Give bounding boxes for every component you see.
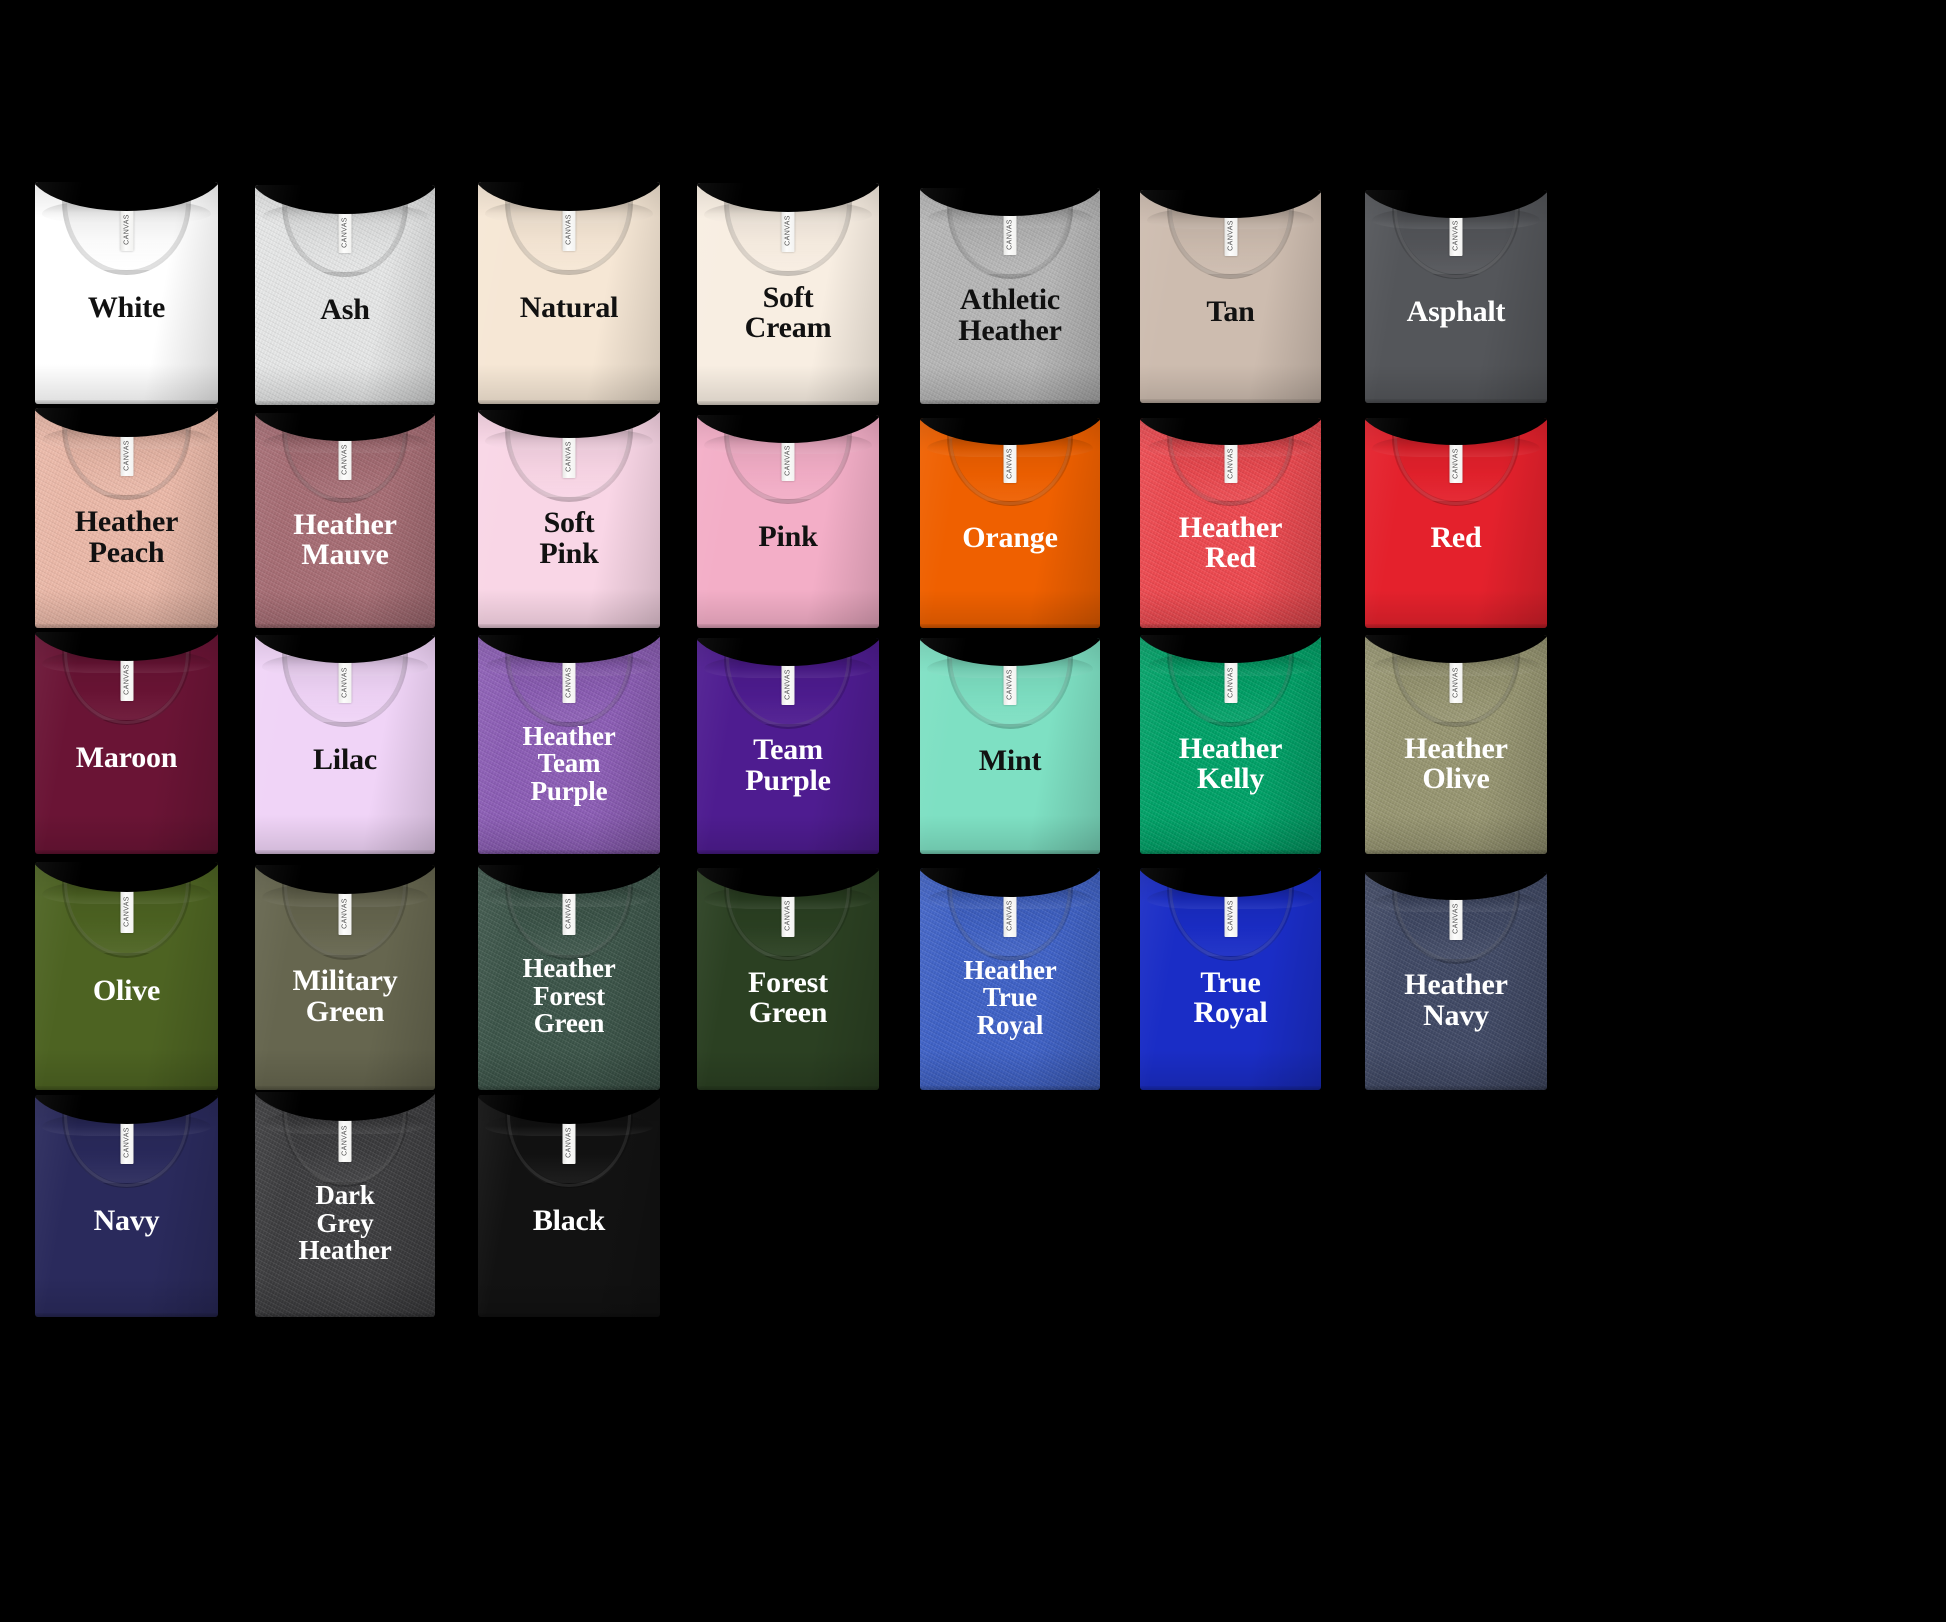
shirt-swatch-black[interactable]: CANVAS Black [478, 1095, 660, 1317]
shirt-swatch-heather-red[interactable]: CANVAS Heather Red [1140, 418, 1321, 628]
brand-neck-label: CANVAS [1003, 894, 1017, 937]
brand-neck-label-text: CANVAS [1006, 447, 1014, 479]
shirt-swatch-heather-team-purple[interactable]: CANVAS Heather Team Purple [478, 635, 660, 854]
shirt-swatch-dark-grey-heather[interactable]: CANVAS Dark Grey Heather [255, 1092, 435, 1317]
shirt-swatch-soft-cream[interactable]: CANVAS Soft Cream [697, 183, 879, 405]
brand-neck-label-text: CANVAS [565, 666, 573, 698]
brand-neck-label: CANVAS [120, 208, 133, 251]
brand-neck-label: CANVAS [1003, 443, 1017, 484]
shirt-swatch-heather-kelly[interactable]: CANVAS Heather Kelly [1140, 635, 1321, 854]
brand-neck-label-text: CANVAS [784, 215, 792, 247]
brand-neck-label-text: CANVAS [565, 898, 573, 929]
brand-neck-label-text: CANVAS [565, 1127, 573, 1159]
brand-neck-label-text: CANVAS [341, 666, 349, 698]
brand-neck-label-text: CANVAS [1227, 220, 1235, 252]
brand-neck-label-text: CANVAS [123, 895, 131, 927]
shirt-swatch-red[interactable]: CANVAS Red [1365, 418, 1547, 628]
brand-neck-label-text: CANVAS [1227, 447, 1235, 479]
brand-neck-label: CANVAS [1449, 661, 1463, 703]
shirt-swatch-heather-olive[interactable]: CANVAS Heather Olive [1365, 635, 1547, 854]
shirt-swatch-lilac[interactable]: CANVAS Lilac [255, 635, 435, 854]
brand-neck-label-text: CANVAS [1452, 903, 1460, 935]
brand-neck-label: CANVAS [1224, 894, 1237, 937]
brand-neck-label-text: CANVAS [1227, 900, 1235, 932]
shirt-fabric [920, 868, 1100, 1090]
shirt-swatch-true-royal[interactable]: CANVAS True Royal [1140, 868, 1321, 1090]
brand-neck-label: CANVAS [120, 1121, 133, 1164]
brand-neck-label-text: CANVAS [123, 214, 131, 246]
brand-neck-label-text: CANVAS [565, 214, 573, 246]
shirt-swatch-heather-peach[interactable]: CANVAS Heather Peach [35, 408, 218, 628]
shirt-swatch-natural[interactable]: CANVAS Natural [478, 182, 660, 404]
brand-neck-label-text: CANVAS [341, 1125, 349, 1156]
brand-neck-label: CANVAS [562, 208, 576, 251]
brand-neck-label-text: CANVAS [1006, 900, 1014, 932]
brand-neck-label: CANVAS [338, 438, 352, 480]
brand-neck-label-text: CANVAS [784, 900, 792, 932]
shirt-swatch-heather-forest-green[interactable]: CANVAS Heather Forest Green [478, 865, 660, 1090]
shirt-swatch-orange[interactable]: CANVAS Orange [920, 418, 1100, 628]
shirt-swatch-pink[interactable]: CANVAS Pink [697, 415, 879, 628]
brand-neck-label-text: CANVAS [784, 445, 792, 477]
brand-neck-label-text: CANVAS [1006, 669, 1014, 700]
brand-neck-label: CANVAS [338, 211, 352, 254]
brand-neck-label: CANVAS [1224, 215, 1237, 257]
brand-neck-label-text: CANVAS [123, 664, 131, 696]
shirt-swatch-heather-navy[interactable]: CANVAS Heather Navy [1365, 872, 1547, 1090]
brand-neck-label-text: CANVAS [1006, 219, 1014, 250]
brand-neck-label: CANVAS [562, 436, 576, 478]
brand-neck-label: CANVAS [1224, 443, 1237, 484]
brand-neck-label: CANVAS [120, 658, 133, 701]
shirt-swatch-mint[interactable]: CANVAS Mint [920, 638, 1100, 854]
shirt-swatch-navy[interactable]: CANVAS Navy [35, 1095, 218, 1317]
brand-neck-label-text: CANVAS [784, 669, 792, 700]
brand-neck-label-text: CANVAS [341, 216, 349, 248]
brand-neck-label: CANVAS [120, 434, 133, 477]
shirt-swatch-asphalt[interactable]: CANVAS Asphalt [1365, 190, 1547, 403]
shirt-swatch-maroon[interactable]: CANVAS Maroon [35, 632, 218, 854]
brand-neck-label: CANVAS [781, 209, 795, 252]
brand-neck-label: CANVAS [1449, 898, 1463, 940]
brand-neck-label: CANVAS [781, 440, 795, 482]
brand-neck-label: CANVAS [562, 892, 576, 935]
brand-neck-label-text: CANVAS [123, 1127, 131, 1159]
shirt-swatch-soft-pink[interactable]: CANVAS Soft Pink [478, 410, 660, 628]
brand-neck-label: CANVAS [120, 889, 133, 933]
brand-neck-label: CANVAS [338, 1119, 352, 1162]
shirt-swatch-forest-green[interactable]: CANVAS Forest Green [697, 868, 879, 1090]
shirt-swatch-military-green[interactable]: CANVAS Military Green [255, 865, 435, 1090]
shirt-swatch-team-purple[interactable]: CANVAS Team Purple [697, 638, 879, 854]
brand-neck-label-text: CANVAS [1452, 220, 1460, 252]
brand-neck-label: CANVAS [562, 661, 576, 703]
brand-neck-label-text: CANVAS [123, 439, 131, 471]
shirt-swatch-heather-true-royal[interactable]: CANVAS Heather True Royal [920, 868, 1100, 1090]
shirt-swatch-tan[interactable]: CANVAS Tan [1140, 190, 1321, 403]
brand-neck-label: CANVAS [1449, 443, 1463, 484]
shirt-fabric [478, 865, 660, 1090]
brand-neck-label: CANVAS [1003, 663, 1017, 705]
brand-neck-label: CANVAS [1003, 213, 1017, 255]
brand-neck-label-text: CANVAS [341, 443, 349, 475]
brand-neck-label-text: CANVAS [1452, 666, 1460, 698]
brand-neck-label-text: CANVAS [1452, 447, 1460, 479]
shirt-swatch-olive[interactable]: CANVAS Olive [35, 862, 218, 1090]
brand-neck-label-text: CANVAS [565, 441, 573, 473]
shirt-swatch-athletic-heather[interactable]: CANVAS Athletic Heather [920, 188, 1100, 404]
shirt-swatch-ash[interactable]: CANVAS Ash [255, 185, 435, 405]
brand-neck-label: CANVAS [781, 894, 795, 937]
brand-neck-label: CANVAS [781, 663, 795, 705]
brand-neck-label: CANVAS [1449, 215, 1463, 257]
brand-neck-label: CANVAS [562, 1121, 576, 1164]
brand-neck-label: CANVAS [338, 661, 352, 703]
brand-neck-label-text: CANVAS [341, 898, 349, 929]
shirt-swatch-heather-mauve[interactable]: CANVAS Heather Mauve [255, 413, 435, 628]
brand-neck-label: CANVAS [338, 892, 352, 935]
brand-neck-label-text: CANVAS [1227, 666, 1235, 698]
brand-neck-label: CANVAS [1224, 661, 1237, 703]
shirt-swatch-white[interactable]: CANVAS White [35, 182, 218, 404]
shirt-fabric [1365, 872, 1547, 1090]
